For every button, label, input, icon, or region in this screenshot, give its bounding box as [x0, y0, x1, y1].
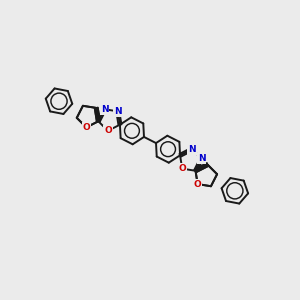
Text: N: N [188, 145, 196, 154]
Text: N: N [114, 107, 122, 116]
Text: N: N [114, 107, 122, 116]
Text: N: N [188, 145, 196, 154]
Text: O: O [104, 126, 112, 135]
Text: N: N [198, 154, 206, 163]
Text: O: O [194, 180, 202, 189]
Text: O: O [82, 123, 90, 132]
Text: O: O [178, 164, 186, 173]
Text: O: O [82, 123, 90, 132]
Text: N: N [198, 154, 206, 163]
Text: O: O [178, 164, 186, 173]
Text: N: N [101, 105, 108, 114]
Text: N: N [101, 105, 108, 114]
Text: O: O [104, 126, 112, 135]
Text: O: O [194, 180, 202, 189]
